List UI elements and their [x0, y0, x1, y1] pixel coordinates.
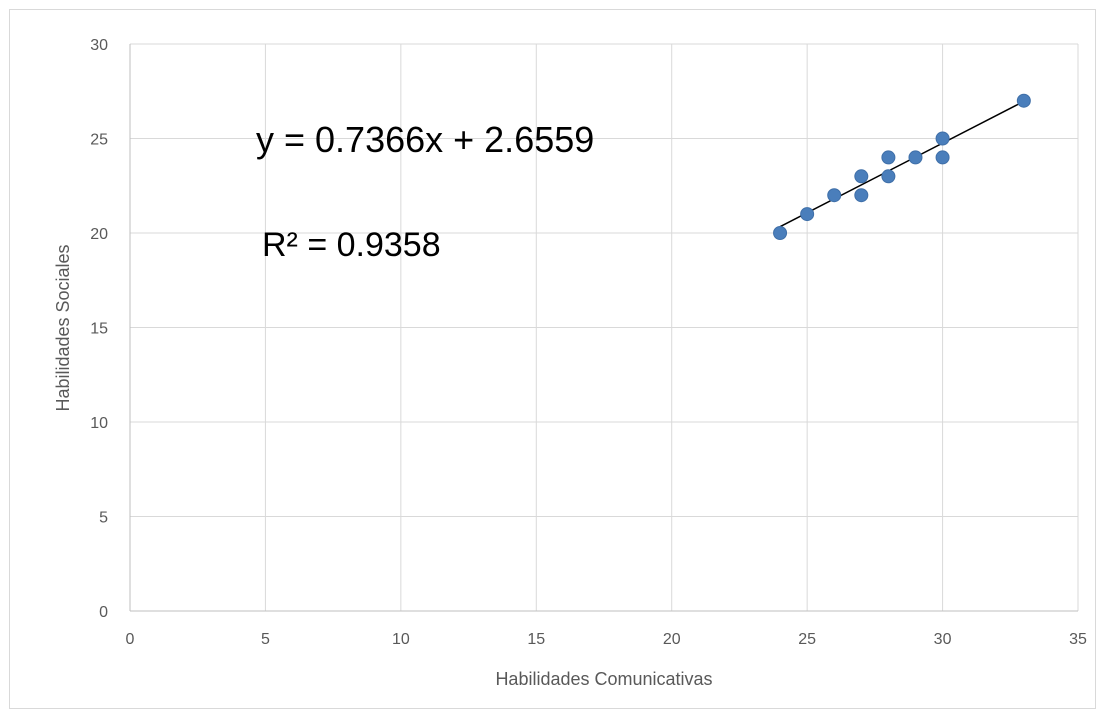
tick-label-layer: 0 5 10 15 20 25 30 35 0 5 10 15 20 25 30	[90, 37, 1087, 648]
trendline-equation: y = 0.7366x + 2.6559	[256, 119, 594, 160]
data-point	[800, 207, 815, 222]
data-point	[854, 188, 869, 203]
x-tick-label: 25	[798, 631, 816, 648]
data-point	[854, 169, 869, 184]
y-tick-label: 10	[90, 415, 108, 432]
chart-frame	[9, 9, 1096, 709]
axis-layer	[129, 44, 1078, 612]
trendline	[779, 100, 1025, 228]
point-layer	[773, 93, 1031, 240]
r-squared-label: R² = 0.9358	[262, 226, 441, 264]
x-tick-label: 10	[392, 631, 410, 648]
data-point	[881, 169, 896, 184]
y-axis-title: Habilidades Sociales	[53, 244, 73, 411]
x-axis-title: Habilidades Comunicativas	[495, 669, 712, 689]
data-point	[773, 226, 788, 240]
y-tick-label: 25	[90, 132, 108, 149]
data-point	[935, 150, 950, 165]
x-tick-label: 0	[126, 631, 135, 648]
y-tick-label: 0	[99, 604, 108, 621]
x-tick-label: 35	[1069, 631, 1087, 648]
y-tick-label: 30	[90, 37, 108, 54]
x-tick-label: 30	[934, 631, 952, 648]
y-tick-label: 15	[90, 321, 108, 338]
x-tick-label: 5	[261, 631, 270, 648]
x-tick-label: 15	[527, 631, 545, 648]
trendline-layer	[779, 100, 1025, 228]
data-point	[1016, 93, 1031, 108]
data-point	[908, 150, 923, 165]
data-point	[935, 131, 950, 146]
x-tick-label: 20	[663, 631, 681, 648]
y-tick-label: 20	[90, 226, 108, 243]
grid-layer	[130, 43, 1079, 611]
data-point	[827, 188, 842, 203]
y-tick-label: 5	[99, 510, 108, 527]
data-point	[881, 150, 896, 165]
